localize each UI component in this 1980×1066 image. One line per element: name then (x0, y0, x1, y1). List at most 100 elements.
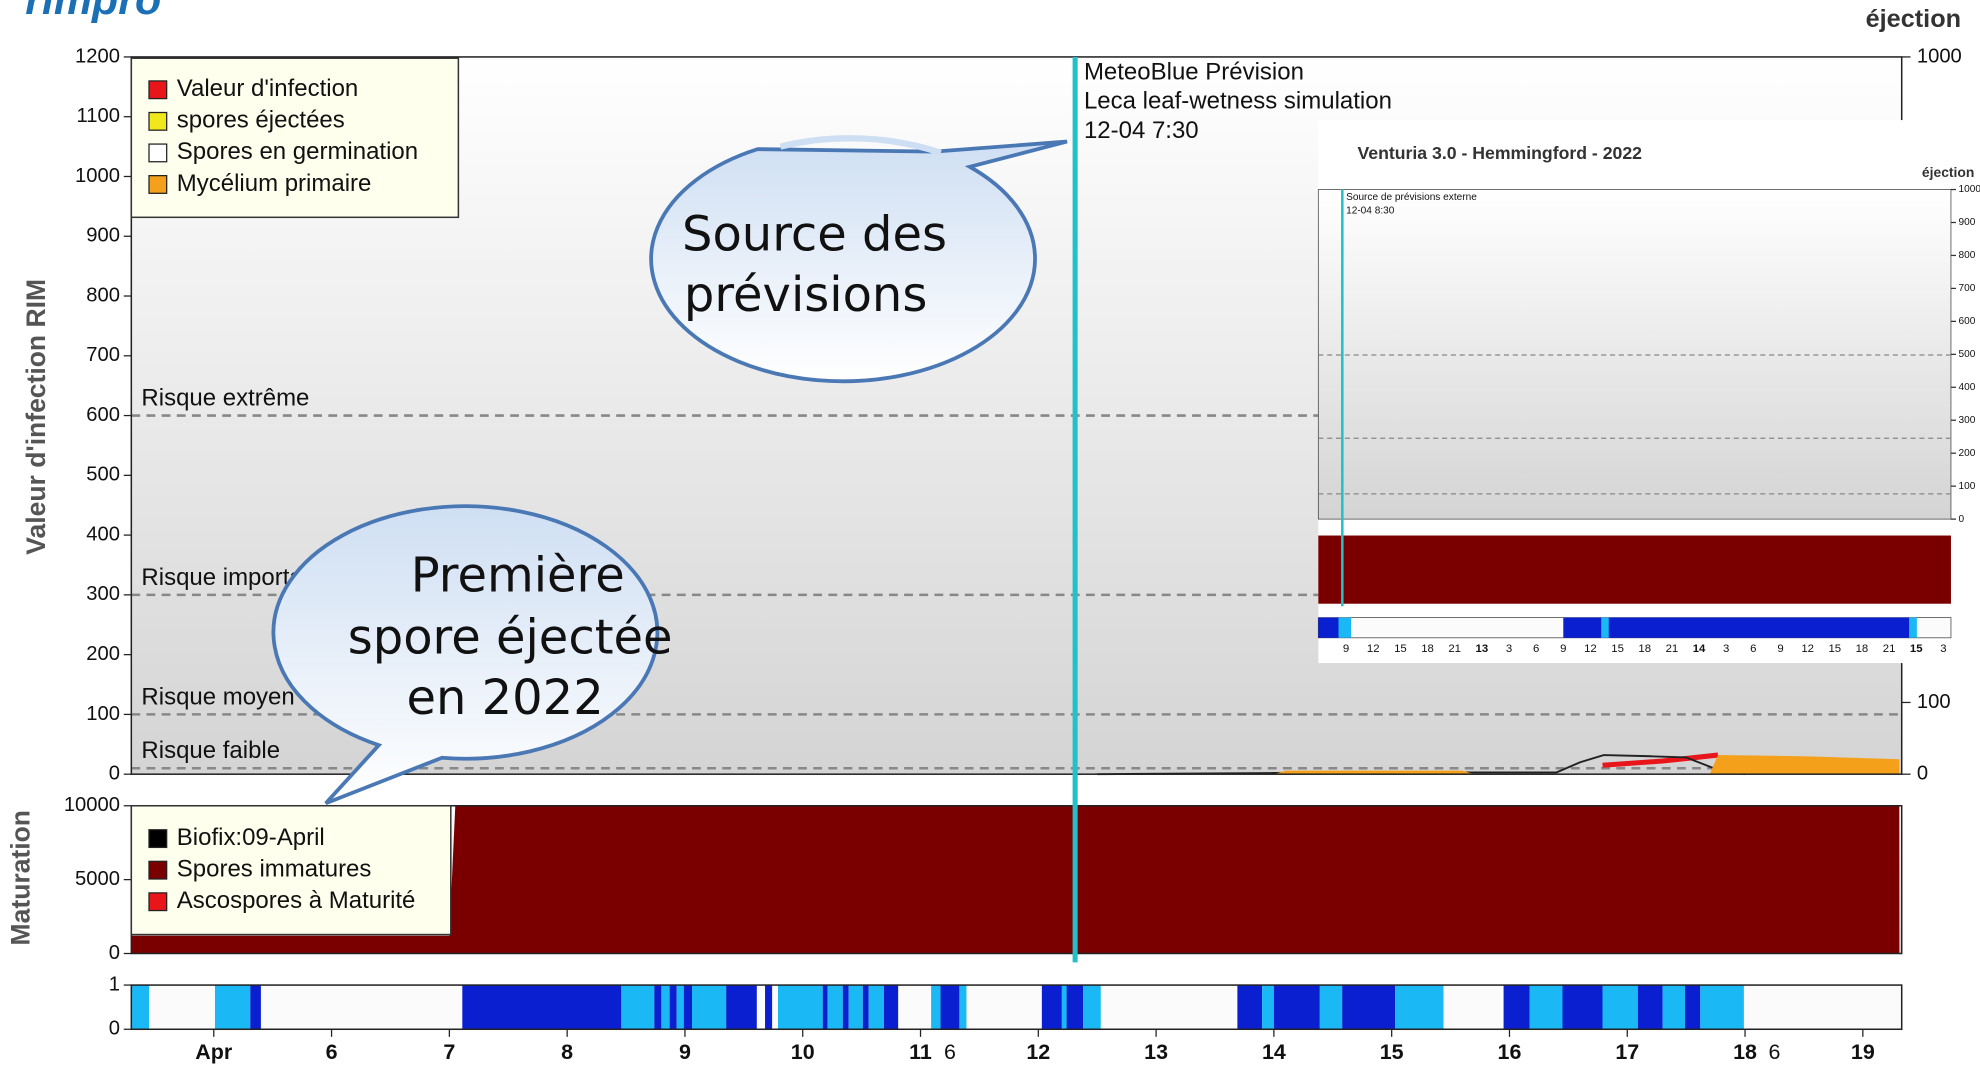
x-tick-label: 11 (909, 1040, 932, 1064)
y-tick-label: 700 (86, 344, 120, 366)
inset-x-tick-label: 9 (1777, 643, 1783, 655)
callout-source: Source des prévisions (649, 135, 1068, 384)
legend-label: Biofix:09-April (177, 824, 325, 851)
y-tick-label: 5000 (75, 868, 120, 890)
inset-x-tick-label: 13 (1476, 643, 1489, 655)
wetness-segment (1503, 985, 1530, 1030)
wetness-segment (777, 985, 823, 1030)
callout-first-spore: Première spore éjectée en 2022 (271, 504, 673, 805)
inset-x-tick-label: 6 (1533, 643, 1539, 655)
inset-y2-tick-label: 800 (1959, 250, 1976, 261)
wetness-segment (1041, 985, 1062, 1030)
y-tick-label: 1000 (75, 165, 120, 187)
x-minor-tick-label: 6 (944, 1040, 956, 1064)
callout-text: Source des (682, 207, 947, 263)
wetness-segment (1066, 985, 1084, 1030)
wetness-segment (1262, 985, 1274, 1030)
y-tick-label: 300 (86, 583, 120, 605)
legend-swatch (148, 829, 168, 849)
forecast-annotation: Leca leaf-wetness simulation (1084, 88, 1392, 115)
wetness-segment (1684, 985, 1701, 1030)
y2-tick-label: 100 (1917, 691, 1951, 713)
y-axis-title: Maturation (6, 810, 36, 945)
series-area (131, 806, 1900, 954)
inset-wetness (1909, 617, 1917, 638)
legend-swatch (148, 143, 168, 163)
inset-x-tick-label: 12 (1367, 643, 1380, 655)
x-tick-label: 7 (443, 1040, 455, 1064)
wetness-segment (1529, 985, 1563, 1030)
wetness-segment (827, 985, 843, 1030)
inset-y2-tick-label: 900 (1959, 217, 1976, 228)
inset-wetness (1563, 617, 1910, 638)
wetness-segment (1342, 985, 1396, 1030)
inset-y2-tick-label: 500 (1959, 349, 1976, 360)
y-tick-label: 0 (109, 1018, 120, 1040)
inset-wetness (1318, 617, 1339, 638)
legend-label: Spores immatures (177, 855, 372, 882)
plot-frame (130, 984, 1903, 1031)
inset-wetness (1338, 617, 1352, 638)
wetness-segment (654, 985, 662, 1030)
y2-tick-label: 1000 (1917, 45, 1962, 67)
wetness-segment (726, 985, 757, 1030)
wetness-segment (1562, 985, 1603, 1030)
wetness-segment (131, 985, 149, 1030)
wetness-segment (884, 985, 899, 1030)
legend-label: Mycélium primaire (177, 170, 372, 197)
wetness-segment (959, 985, 967, 1030)
callout-text: Première (411, 547, 625, 603)
y-tick-label: 0 (109, 942, 120, 964)
inset-y2-tick-label: 100 (1959, 481, 1976, 492)
callout-text: prévisions (684, 267, 927, 323)
inset-y2-tick-label: 200 (1959, 448, 1976, 459)
inset-x-tick-label: 15 (1828, 643, 1841, 655)
inset-x-tick-label: 3 (1723, 643, 1729, 655)
inset-x-tick-label: 12 (1801, 643, 1814, 655)
inset-x-tick-label: 3 (1506, 643, 1512, 655)
inset-y2-tick-label: 400 (1959, 382, 1976, 393)
x-tick-label: Apr (195, 1040, 233, 1064)
inset-x-tick-label: 18 (1638, 643, 1651, 655)
inset-y2-tick-label: 700 (1959, 283, 1976, 294)
wetness-segment (1395, 985, 1444, 1030)
inset-y2-tick-label: 600 (1959, 316, 1976, 327)
inset-plot (1317, 189, 1952, 520)
inset-x-tick-label: 18 (1856, 643, 1869, 655)
wetness-segment (1700, 985, 1744, 1030)
x-tick-label: 12 (1026, 1040, 1050, 1064)
inset-y2-tick-label: 300 (1959, 415, 1976, 426)
wetness-segment (848, 985, 863, 1030)
x-tick-label: 19 (1851, 1040, 1875, 1064)
inset-x-tick-label: 15 (1611, 643, 1624, 655)
series-area (1073, 755, 1900, 775)
inset-x-tick-label: 6 (1750, 643, 1756, 655)
legend-swatch (148, 175, 168, 194)
legend-swatch (148, 80, 168, 100)
legend-box (130, 804, 452, 936)
wetness-segment (862, 985, 869, 1030)
inset-x-tick-label: 15 (1394, 643, 1407, 655)
inset-x-tick-label: 21 (1883, 643, 1896, 655)
forecast-annotation: 12-04 7:30 (1084, 117, 1199, 144)
x-tick-label: 13 (1144, 1040, 1168, 1064)
wetness-segment (1237, 985, 1263, 1030)
legend-label: Valeur d'infection (177, 75, 358, 102)
inset-y2-tick-label: 0 (1959, 514, 1965, 525)
wetness-segment (868, 985, 885, 1030)
x-tick-label: 15 (1380, 1040, 1404, 1064)
wetness-segment (621, 985, 655, 1030)
y-tick-label: 0 (109, 763, 120, 785)
inset-title: Venturia 3.0 - Hemmingford - 2022 (1357, 143, 1642, 163)
legend-box (130, 57, 460, 219)
callout-text: spore éjectée (348, 609, 673, 665)
wetness-segment (462, 985, 622, 1030)
wetness-segment (669, 985, 677, 1030)
y-tick-label: 600 (86, 404, 120, 426)
y-tick-label: 800 (86, 284, 120, 306)
y-tick-label: 200 (86, 643, 120, 665)
x-tick-label: 16 (1498, 1040, 1522, 1064)
y-tick-label: 400 (86, 523, 120, 545)
